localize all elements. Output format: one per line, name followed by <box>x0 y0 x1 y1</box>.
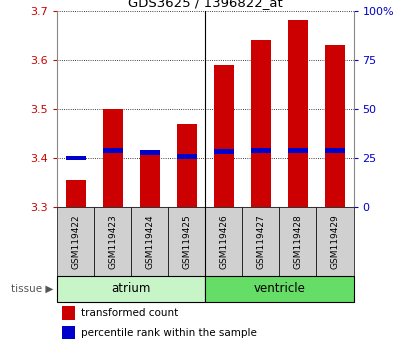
Text: GSM119427: GSM119427 <box>256 214 265 269</box>
Bar <box>325 45 345 207</box>
Bar <box>103 148 123 153</box>
Bar <box>251 40 271 207</box>
Bar <box>214 149 234 154</box>
Text: GSM119426: GSM119426 <box>219 214 228 269</box>
Bar <box>316 207 354 276</box>
Text: GSM119428: GSM119428 <box>293 214 303 269</box>
Text: GSM119425: GSM119425 <box>182 214 192 269</box>
Text: ventricle: ventricle <box>254 282 305 295</box>
Bar <box>131 207 168 276</box>
Bar <box>140 150 160 155</box>
Text: atrium: atrium <box>112 282 151 295</box>
Text: GSM119424: GSM119424 <box>145 214 154 269</box>
Bar <box>243 207 280 276</box>
Bar <box>168 207 205 276</box>
Text: percentile rank within the sample: percentile rank within the sample <box>81 327 257 338</box>
Bar <box>177 154 197 159</box>
Bar <box>325 148 345 153</box>
Bar <box>214 65 234 207</box>
Text: tissue ▶: tissue ▶ <box>11 284 53 294</box>
Bar <box>62 326 75 339</box>
Bar <box>205 276 354 302</box>
Bar <box>66 180 86 207</box>
Bar <box>57 207 94 276</box>
Bar <box>140 153 160 207</box>
Text: GSM119429: GSM119429 <box>331 214 340 269</box>
Bar <box>103 109 123 207</box>
Bar <box>288 21 308 207</box>
Bar <box>205 207 243 276</box>
Bar <box>62 306 75 320</box>
Bar <box>280 207 316 276</box>
Bar <box>251 148 271 153</box>
Bar <box>66 155 86 160</box>
Text: GSM119423: GSM119423 <box>108 214 117 269</box>
Bar <box>288 148 308 153</box>
Bar <box>177 124 197 207</box>
Title: GDS3625 / 1396822_at: GDS3625 / 1396822_at <box>128 0 283 10</box>
Bar <box>94 207 131 276</box>
Text: GSM119422: GSM119422 <box>71 214 80 269</box>
Text: transformed count: transformed count <box>81 308 178 318</box>
Bar <box>57 276 205 302</box>
